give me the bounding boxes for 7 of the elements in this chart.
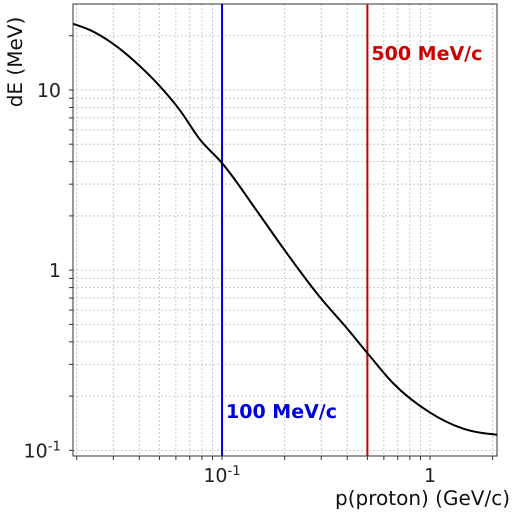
ref-line-label: 500 MeV/c <box>371 43 482 65</box>
y-axis-title: dE (MeV) <box>3 16 27 108</box>
x-axis-title: p(proton) (GeV/c) <box>335 486 510 510</box>
y-tick-label: 10$^{-1}$ <box>24 438 61 462</box>
y-tick-label: 10 <box>36 80 61 102</box>
y-tick-label: 1 <box>48 260 61 282</box>
ref-line-label: 100 MeV/c <box>226 401 338 423</box>
